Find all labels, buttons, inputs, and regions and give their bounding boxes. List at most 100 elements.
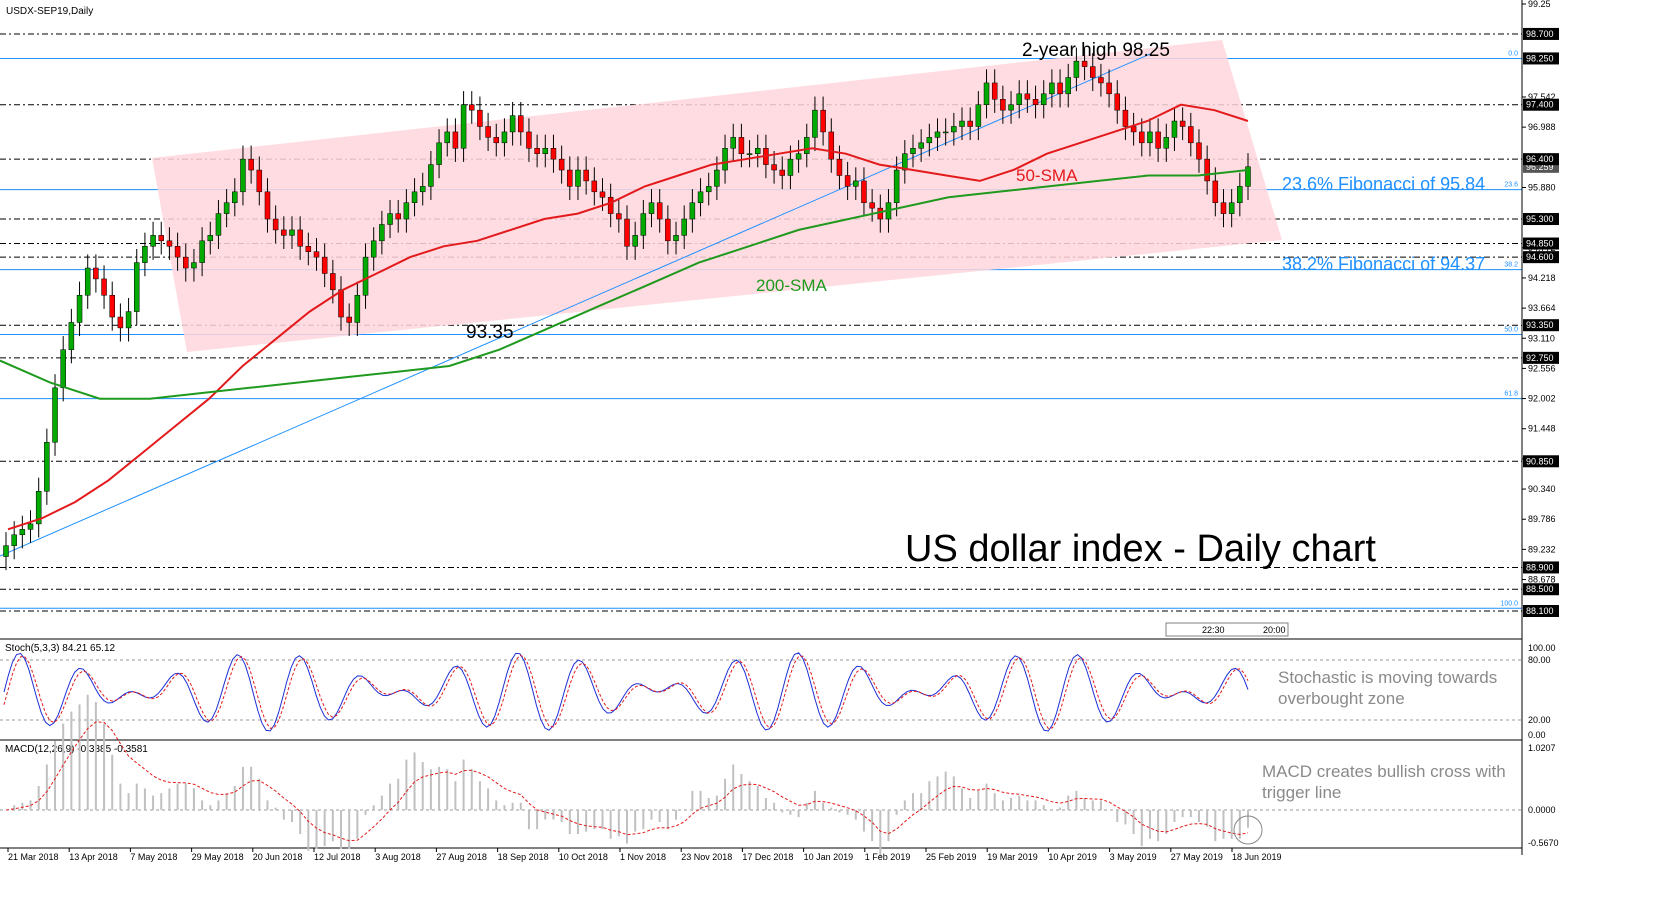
candle-body — [902, 153, 908, 171]
level-label-box — [1523, 153, 1559, 166]
candle-body — [248, 158, 254, 171]
x-tick-label: 19 Mar 2019 — [987, 852, 1038, 862]
candle-body — [297, 229, 303, 247]
candle-body — [1179, 120, 1186, 127]
candle-body — [673, 235, 679, 242]
level-label-box — [1523, 52, 1559, 65]
candle-body — [861, 180, 867, 203]
candle-body — [607, 197, 614, 214]
candle-body — [722, 148, 728, 171]
candle-body — [836, 158, 843, 176]
candle-body — [746, 153, 753, 155]
candle-body — [975, 104, 982, 127]
candle-body — [1130, 126, 1137, 133]
two-year-high-label: 2-year high 98.25 — [1022, 40, 1170, 61]
candle-body — [469, 104, 475, 111]
candle-body — [411, 191, 418, 203]
candle-body — [477, 109, 483, 127]
candle-body — [379, 224, 385, 242]
fib-label: 61.8 — [1504, 391, 1518, 398]
candle-body — [1171, 120, 1178, 138]
low-label: 93.35 — [466, 322, 514, 343]
candle-body — [444, 131, 450, 144]
candle-body — [1090, 66, 1096, 78]
level-label: 94.850 — [1526, 239, 1554, 249]
candle-body — [591, 180, 598, 193]
level-label-box — [1523, 213, 1559, 226]
candle-body — [1196, 142, 1202, 160]
y-tick-label: 96.988 — [1528, 122, 1556, 132]
level-label: 88.100 — [1526, 606, 1554, 616]
y-tick-label: 97.542 — [1528, 92, 1556, 102]
candle-body — [1081, 60, 1088, 67]
x-tick-label: 27 May 2019 — [1171, 852, 1223, 862]
stoch-level-label-80: 80.00 — [1528, 655, 1551, 665]
candle-body — [166, 240, 173, 247]
candle-body — [534, 148, 540, 154]
candle-body — [705, 186, 712, 193]
stoch-level-label-0: 0.00 — [1528, 730, 1546, 740]
time-stub-label-2: 22:30 — [1202, 625, 1225, 635]
candle-body — [558, 158, 565, 171]
candle-body — [869, 202, 875, 209]
x-tick-label: 29 May 2018 — [192, 852, 244, 862]
fib-label: 38.2 — [1504, 262, 1518, 269]
candle-body — [354, 295, 361, 323]
candle-body — [681, 218, 687, 236]
candle-body — [313, 251, 320, 258]
candle-body — [35, 490, 42, 525]
candle-body — [289, 229, 295, 236]
candle-body — [1147, 131, 1153, 144]
level-label-box — [1523, 455, 1559, 468]
candle-body — [346, 316, 352, 323]
candle-body — [795, 153, 802, 160]
y-tick-label: 93.664 — [1528, 303, 1556, 313]
candle-body — [526, 131, 532, 149]
candle-body — [730, 137, 736, 149]
candle-body — [84, 267, 91, 296]
candle-body — [68, 322, 75, 350]
x-tick-label: 18 Jun 2019 — [1232, 852, 1282, 862]
candle-body — [19, 529, 26, 536]
candle-body — [1098, 77, 1104, 84]
level-label: 98.700 — [1526, 29, 1554, 39]
candle-body — [76, 295, 83, 323]
candle-body — [1016, 93, 1022, 105]
y-tick-label: 95.880 — [1528, 182, 1556, 192]
candle-body — [240, 158, 246, 193]
candle-body — [183, 256, 189, 269]
candle-body — [959, 120, 965, 127]
candle-body — [321, 256, 328, 274]
candle-body — [501, 131, 508, 144]
candle-body — [142, 246, 148, 263]
level-label: 95.300 — [1526, 214, 1554, 224]
candle-body — [305, 246, 312, 252]
candle-body — [1032, 99, 1039, 105]
candle-body — [117, 316, 124, 329]
candle-body — [3, 545, 9, 557]
candle-body — [926, 137, 933, 144]
candle-body — [1188, 126, 1194, 144]
y-tick-label: 92.002 — [1528, 394, 1556, 404]
candle-body — [804, 137, 810, 154]
candle-body — [951, 126, 957, 133]
symbol-header: USDX-SEP19,Daily — [6, 6, 93, 17]
stoch-header: Stoch(5,3,3) 84.21 65.12 — [5, 643, 116, 654]
candle-body — [1057, 82, 1063, 95]
bullish-cross-marker — [1233, 815, 1263, 845]
candle-body — [11, 534, 17, 546]
level-label-box — [1523, 561, 1559, 574]
level-label: 96.400 — [1526, 154, 1554, 164]
y-tick-label: 90.340 — [1528, 484, 1556, 494]
level-label: 98.250 — [1526, 53, 1554, 63]
candle-body — [232, 191, 238, 203]
macd-level-label-top: 1.0207 — [1528, 743, 1556, 753]
x-tick-label: 10 Oct 2018 — [559, 852, 608, 862]
level-label-box — [1523, 27, 1559, 40]
candle-body — [967, 120, 973, 127]
candle-body — [550, 148, 557, 160]
candle-body — [714, 169, 720, 187]
candle-body — [1237, 186, 1243, 203]
candle-body — [1139, 131, 1145, 144]
